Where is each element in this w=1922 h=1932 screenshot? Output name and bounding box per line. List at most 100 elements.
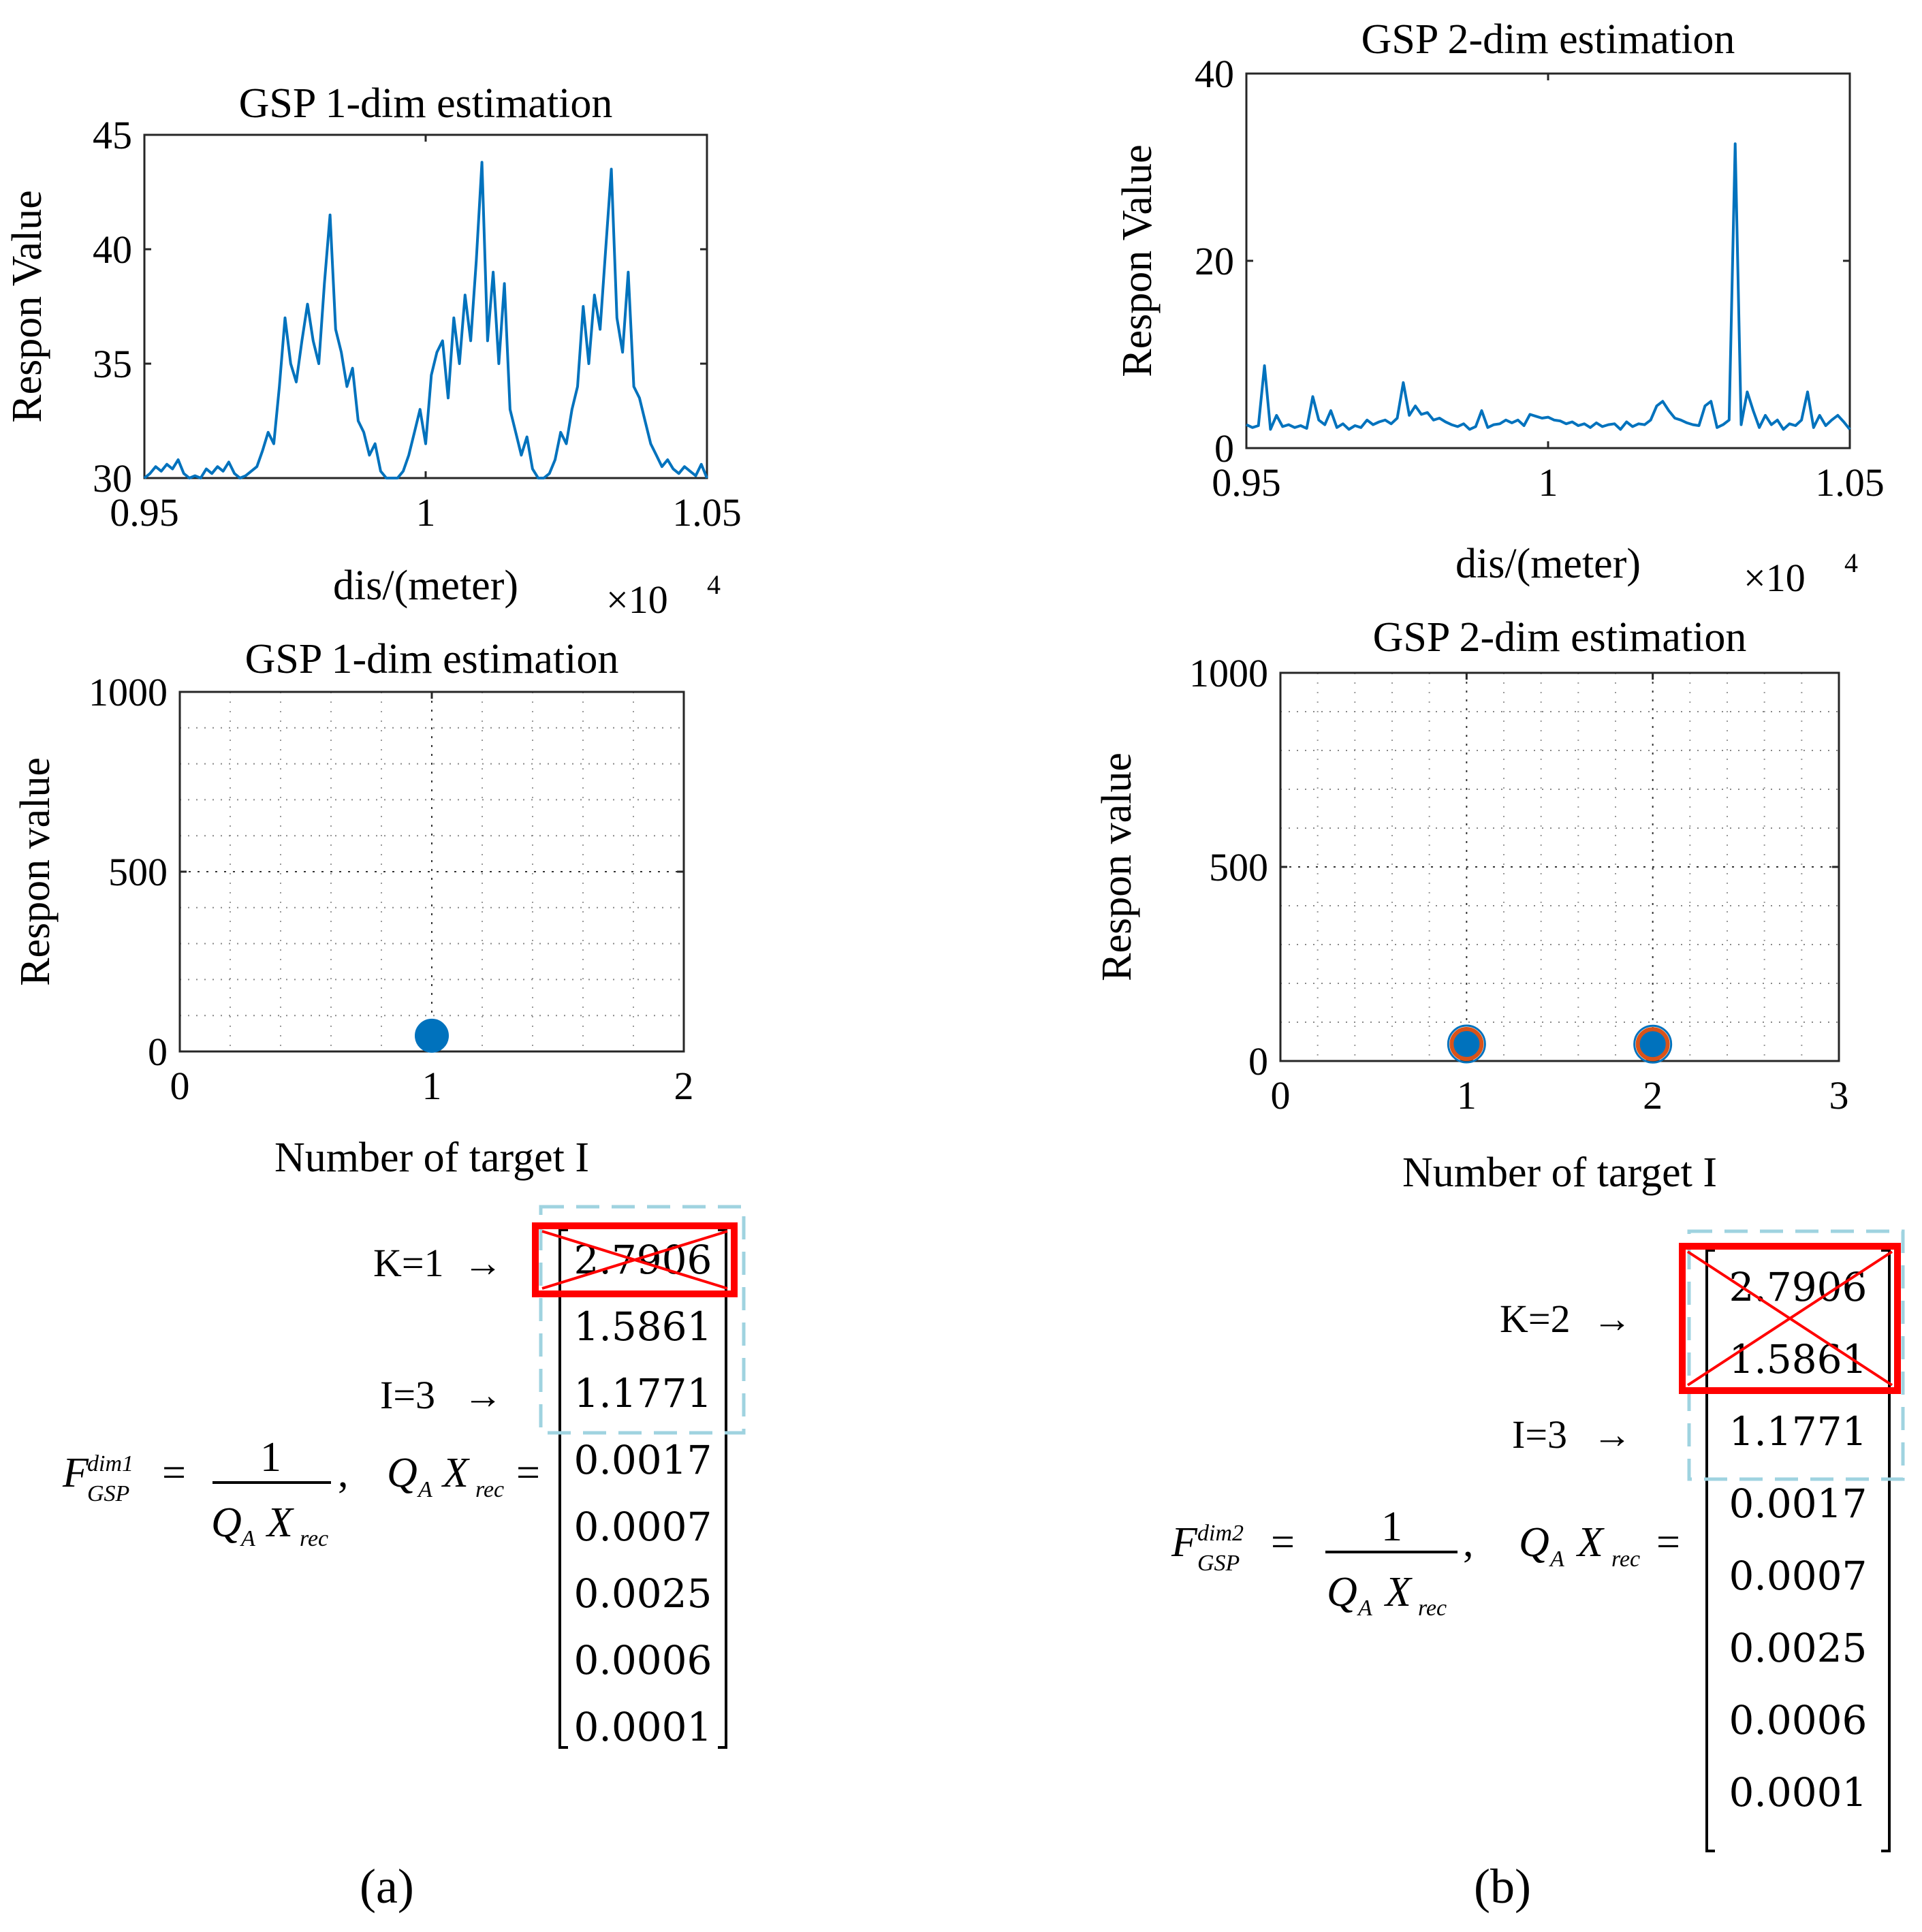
y-tick-label: 20 (1195, 239, 1234, 283)
y-tick-label: 0 (1248, 1039, 1268, 1083)
panel-b-k-arrow: → (1592, 1297, 1632, 1341)
y-tick-label: 30 (93, 456, 132, 501)
y-tick-label: 35 (93, 342, 132, 386)
panel-a-left-bracket (558, 1229, 568, 1749)
formula-a-den-a: A (240, 1526, 255, 1551)
panel-b-formula: F dim2 GSP = 1 Q A X rec , Q A X rec = (1171, 1504, 1680, 1621)
panel-a-red-box (532, 1222, 738, 1297)
formula-b-sup: dim2 (1197, 1521, 1244, 1546)
y-tick-label: 0 (1214, 426, 1234, 471)
y-axis-label: Respon value (12, 757, 59, 986)
formula-b-num: 1 (1381, 1504, 1402, 1550)
x-tick-label: 0 (1271, 1073, 1291, 1118)
x-multiplier-exponent: 4 (1844, 548, 1858, 578)
vector-entry: 0.0001 (1729, 1769, 1868, 1816)
x-tick-label: 1.05 (1815, 460, 1885, 505)
scatter-point-ring (1633, 1024, 1673, 1064)
panel-b-k-label: K=2 (1500, 1297, 1571, 1341)
formula-b-den-q: Q (1327, 1569, 1357, 1615)
panel-a-right-bracket (718, 1229, 727, 1749)
x-tick-label: 1.05 (672, 490, 742, 535)
formula-b-F: F (1171, 1519, 1198, 1566)
formula-a-eq2: = (516, 1450, 540, 1496)
panel-a-vector-section: K=1 → I=3 → F dim1 GSP = 1 Q A X rec , Q… (62, 1205, 746, 1914)
panel-b-left-bracket (1705, 1249, 1715, 1852)
panel-b-vector-section: K=2 → I=3 → F dim2 GSP = 1 Q A X rec , Q… (1171, 1229, 1905, 1914)
vector-entry: 0.0025 (574, 1570, 712, 1617)
panel-b-cross-line-2 (1686, 1250, 1893, 1387)
chart-title: GSP 1-dim estimation (239, 80, 613, 127)
panel-a-i-label: I=3 (380, 1373, 435, 1417)
vector-entry: 0.0001 (574, 1704, 712, 1750)
formula-a-xrec-sub: rec (475, 1477, 504, 1502)
vector-entry: 0.0006 (1729, 1697, 1868, 1743)
panel-a-dashed-box (539, 1205, 746, 1435)
chart-title: GSP 2-dim estimation (1373, 614, 1747, 661)
panel-a-label: (a) (360, 1859, 414, 1914)
x-tick-label: 0.95 (110, 490, 179, 535)
formula-a-comma: , (338, 1450, 349, 1496)
chart-title: GSP 1-dim estimation (245, 636, 619, 682)
x-tick-label: 2 (674, 1064, 694, 1108)
formula-a-den-q: Q (211, 1500, 242, 1546)
y-tick-label: 40 (1195, 52, 1234, 96)
scatter-point (1635, 1027, 1670, 1062)
x-axis-label: Number of target I (1402, 1150, 1717, 1196)
vector-entry: 0.0006 (574, 1637, 712, 1683)
x-tick-label: 0.95 (1212, 460, 1281, 505)
x-tick-label: 1 (1539, 460, 1558, 505)
formula-b-comma: , (1463, 1519, 1474, 1566)
panel-a-cross-line-2 (541, 1230, 728, 1290)
vector-entry: 0.0017 (574, 1437, 712, 1483)
vector-entry: 0.0007 (1729, 1553, 1868, 1599)
chart-grid (180, 692, 684, 1051)
x-tick-label: 3 (1829, 1073, 1849, 1118)
y-axis-label: Respon value (1094, 753, 1140, 981)
formula-a-den-x: X (265, 1500, 294, 1546)
chart-axes-box (1245, 72, 1851, 449)
vector-entry: 1.1771 (574, 1370, 712, 1416)
y-axis-label: Respon Value (1114, 144, 1161, 377)
y-tick-label: 500 (108, 850, 168, 894)
y-tick-label: 0 (148, 1030, 168, 1074)
vector-entry: 1.1771 (1729, 1408, 1868, 1455)
formula-b-sub: GSP (1197, 1551, 1240, 1576)
panel-a-formula: F dim1 GSP = 1 Q A X rec , Q A X rec = (62, 1434, 540, 1551)
chart-grid (1280, 673, 1839, 1061)
formula-a-eq: = (162, 1450, 186, 1496)
formula-b-xrec: X (1575, 1519, 1605, 1566)
formula-a-num: 1 (260, 1434, 281, 1480)
y-tick-label: 40 (93, 227, 132, 272)
panel-b-dashed-box (1687, 1229, 1905, 1481)
y-tick-label: 500 (1209, 845, 1268, 889)
scatter-point-ring (1447, 1024, 1486, 1064)
panel-b-right-bracket (1881, 1249, 1891, 1852)
formula-a-qa: Q (387, 1450, 418, 1496)
panel-b-i-label: I=3 (1512, 1412, 1567, 1457)
series-line-response (1246, 142, 1851, 431)
panel-b-label: (b) (1474, 1859, 1531, 1914)
x-multiplier: ×10 (606, 577, 668, 622)
formula-b-den-rec: rec (1418, 1596, 1447, 1621)
vector-entry: 0.0025 (1729, 1625, 1868, 1671)
panel-b-vector: 2.79061.58611.17710.00170.00070.00250.00… (1729, 1264, 1868, 1816)
formula-b-qa-sub: A (1549, 1547, 1564, 1572)
x-tick-label: 1 (422, 1064, 442, 1108)
vector-entry: 0.0007 (574, 1504, 712, 1550)
vector-entry: 2.7906 (1729, 1264, 1868, 1310)
x-axis-label: dis/(meter) (1455, 541, 1641, 587)
x-tick-label: 2 (1643, 1073, 1663, 1118)
formula-b-den-a: A (1357, 1596, 1372, 1621)
chart-b_top: 0.95 1 1.05 0 20 40 GSP 2-dim estimation dis/(m… (1114, 16, 1885, 600)
formula-a-sup: dim1 (87, 1451, 133, 1476)
chart-a_top: 0.95 1 1.05 30 35 40 45 GSP 1-dim estimation dis… (4, 80, 742, 622)
series-line-response (143, 161, 708, 479)
formula-b-xrec-sub: rec (1611, 1547, 1640, 1572)
y-tick-label: 45 (93, 113, 132, 157)
formula-a-sub: GSP (87, 1481, 129, 1506)
formula-a-xrec: X (441, 1450, 470, 1496)
chart-title: GSP 2-dim estimation (1361, 16, 1735, 63)
x-tick-label: 1 (416, 490, 436, 535)
